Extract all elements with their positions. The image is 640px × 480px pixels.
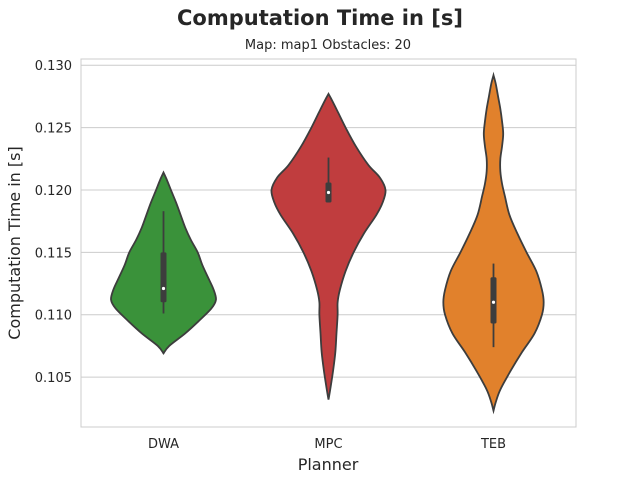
box-dwa [160, 252, 167, 303]
median-point-dwa [161, 286, 166, 291]
x-tick-label: DWA [148, 437, 179, 452]
y-tick-label: 0.105 [35, 371, 72, 386]
chart-title: Computation Time in [s] [177, 6, 463, 30]
median-point-teb [491, 300, 496, 304]
y-tick-labels: 0.105 0.110 0.115 0.120 0.125 0.130 [35, 59, 72, 386]
violin-body-teb [442, 71, 545, 415]
x-tick-label: TEB [480, 437, 506, 452]
violin-mpc [270, 92, 387, 400]
x-tick-label: MPC [314, 437, 342, 452]
chart-subtitle: Map: map1 Obstacles: 20 [245, 38, 411, 53]
violins [110, 71, 545, 415]
y-tick-label: 0.115 [35, 246, 72, 261]
median-point-mpc [326, 190, 331, 195]
x-axis-label: Planner [298, 455, 359, 474]
y-tick-label: 0.110 [35, 309, 72, 324]
x-tick-labels: DWA MPC TEB [148, 437, 506, 452]
y-axis-label: Computation Time in [s] [5, 146, 24, 339]
violin-teb [442, 71, 545, 415]
y-tick-label: 0.120 [35, 184, 72, 199]
violin-body-mpc [270, 92, 387, 400]
violin-dwa [110, 170, 217, 355]
plot-area [80, 58, 577, 428]
box-teb [490, 277, 497, 324]
y-tick-label: 0.130 [35, 59, 72, 74]
y-tick-label: 0.125 [35, 122, 72, 137]
